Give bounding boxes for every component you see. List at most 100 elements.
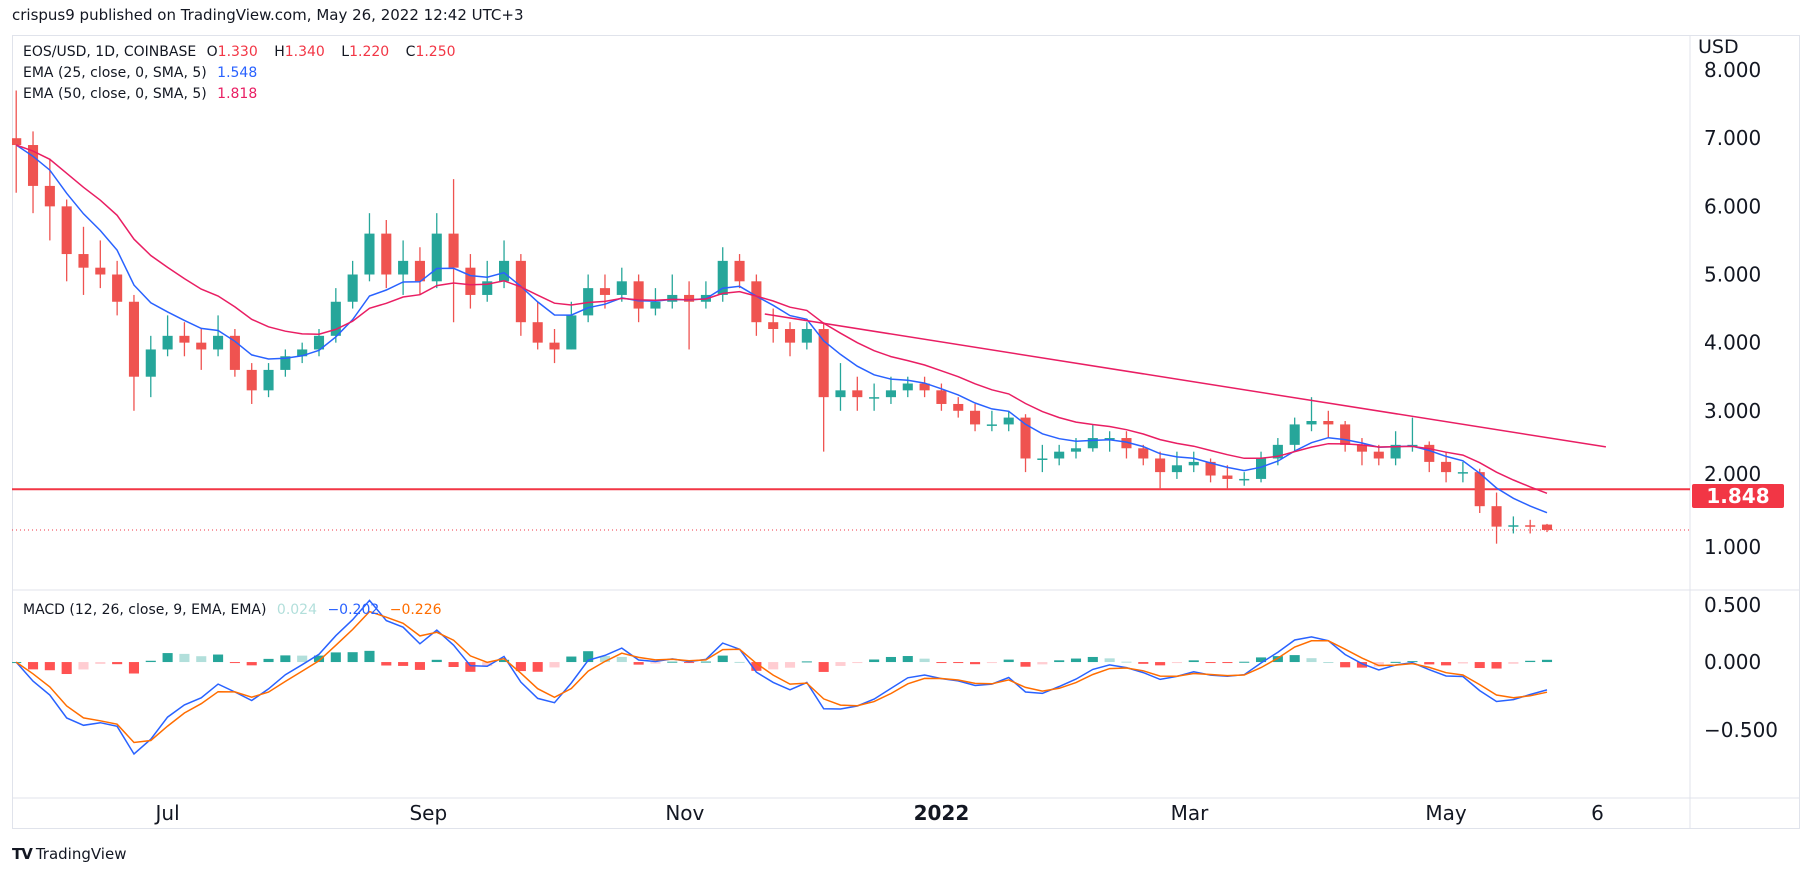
macd-histogram-bar xyxy=(1373,662,1384,667)
candle-body[interactable] xyxy=(1272,444,1283,459)
candle-body[interactable] xyxy=(717,260,728,295)
candle-body[interactable] xyxy=(1541,524,1553,531)
candle-body[interactable] xyxy=(280,356,291,370)
candle-body[interactable] xyxy=(784,329,796,343)
candle-body[interactable] xyxy=(1054,451,1065,459)
candle-body[interactable] xyxy=(498,260,510,282)
candle-body[interactable] xyxy=(78,254,89,268)
candle-body[interactable] xyxy=(1424,444,1435,462)
candle-body[interactable] xyxy=(112,274,123,302)
candle-body[interactable] xyxy=(1508,525,1519,527)
candle-body[interactable] xyxy=(986,424,997,426)
candle-body[interactable] xyxy=(330,301,341,336)
candle-body[interactable] xyxy=(263,369,274,391)
candle-body[interactable] xyxy=(650,301,661,309)
candle-body[interactable] xyxy=(347,274,358,302)
candle-body[interactable] xyxy=(364,233,375,275)
candle-body[interactable] xyxy=(751,281,762,323)
candle-body[interactable] xyxy=(599,288,611,295)
ema50-legend[interactable]: EMA (50, close, 0, SMA, 5) 1.818 xyxy=(23,86,263,102)
currency-label[interactable]: USD xyxy=(1698,36,1739,58)
candle-body[interactable] xyxy=(297,349,308,357)
candle-body[interactable] xyxy=(885,390,896,398)
candle-body[interactable] xyxy=(549,342,560,350)
candle-body[interactable] xyxy=(1121,438,1132,449)
candle-body[interactable] xyxy=(1340,424,1351,445)
candle-body[interactable] xyxy=(667,294,678,302)
candle-body[interactable] xyxy=(1289,424,1300,445)
candle-body[interactable] xyxy=(213,335,224,350)
candle-body[interactable] xyxy=(1255,458,1267,479)
candle-body[interactable] xyxy=(1491,506,1502,527)
candle-body[interactable] xyxy=(1205,461,1216,476)
candle-body[interactable] xyxy=(936,390,947,404)
candle-body[interactable] xyxy=(27,145,39,186)
candle-body[interactable] xyxy=(684,294,695,302)
macd-legend[interactable]: MACD (12, 26, close, 9, EMA, EMA) 0.024 … xyxy=(23,602,448,618)
candle-body[interactable] xyxy=(566,315,577,350)
candle-body[interactable] xyxy=(162,335,173,350)
candle-body[interactable] xyxy=(1306,421,1317,425)
candle-body[interactable] xyxy=(633,281,644,309)
candle-body[interactable] xyxy=(1087,438,1098,449)
candle-body[interactable] xyxy=(482,281,493,295)
candle-body[interactable] xyxy=(95,267,106,275)
candle-body[interactable] xyxy=(1474,472,1485,507)
candle-body[interactable] xyxy=(515,260,526,323)
candle-body[interactable] xyxy=(11,138,22,146)
candle-body[interactable] xyxy=(398,260,409,275)
candle-body[interactable] xyxy=(953,403,964,411)
candle-body[interactable] xyxy=(313,335,325,350)
candle-body[interactable] xyxy=(1037,458,1048,460)
candle-body[interactable] xyxy=(835,390,846,398)
tradingview-logo[interactable]: TV TradingView xyxy=(12,845,126,863)
candle-body[interactable] xyxy=(61,206,72,255)
candle-body[interactable] xyxy=(734,260,745,282)
candle-body[interactable] xyxy=(448,233,459,268)
candle-body[interactable] xyxy=(801,329,812,343)
candle-body[interactable] xyxy=(1188,461,1199,466)
candle-body[interactable] xyxy=(852,390,863,398)
candle-body[interactable] xyxy=(1457,472,1468,474)
candle-body[interactable] xyxy=(1323,421,1334,425)
candle-body[interactable] xyxy=(179,335,190,343)
macd-histogram-bar xyxy=(1037,662,1048,665)
candle-body[interactable] xyxy=(465,267,476,295)
candle-body[interactable] xyxy=(768,322,779,330)
candle-body[interactable] xyxy=(414,260,425,282)
candle-body[interactable] xyxy=(1356,444,1368,452)
candle-body[interactable] xyxy=(196,342,207,350)
candle-body[interactable] xyxy=(1104,438,1115,440)
candle-body[interactable] xyxy=(1171,465,1182,473)
candle-body[interactable] xyxy=(1373,451,1384,459)
candle-body[interactable] xyxy=(229,335,240,370)
candle-body[interactable] xyxy=(1020,417,1031,459)
ema25-legend[interactable]: EMA (25, close, 0, SMA, 5) 1.548 xyxy=(23,65,263,81)
symbol-name[interactable]: EOS/USD, 1D, COINBASE xyxy=(23,44,197,60)
candle-body[interactable] xyxy=(818,329,829,398)
macd-histogram-bar xyxy=(936,662,947,664)
candle-body[interactable] xyxy=(128,301,140,377)
candle-body[interactable] xyxy=(919,383,930,391)
candle-body[interactable] xyxy=(1138,448,1149,459)
candle-body[interactable] xyxy=(1222,475,1233,479)
candle-body[interactable] xyxy=(44,185,55,207)
candle-body[interactable] xyxy=(1525,525,1536,527)
candle-body[interactable] xyxy=(869,397,880,399)
macd-histogram-bar xyxy=(398,662,409,666)
candle-body[interactable] xyxy=(1155,458,1166,473)
candle-body[interactable] xyxy=(1441,461,1452,473)
candle-body[interactable] xyxy=(1239,478,1250,481)
candle-body[interactable] xyxy=(532,322,543,343)
candle-body[interactable] xyxy=(616,281,627,295)
candle-body[interactable] xyxy=(246,369,257,391)
candle-body[interactable] xyxy=(1070,448,1082,452)
candle-body[interactable] xyxy=(902,383,913,391)
candle-body[interactable] xyxy=(1390,444,1401,459)
candle-body[interactable] xyxy=(145,349,156,377)
candle-body[interactable] xyxy=(1003,417,1014,425)
candle-body[interactable] xyxy=(970,410,981,425)
candle-body[interactable] xyxy=(381,233,392,275)
candle-body[interactable] xyxy=(431,233,442,282)
